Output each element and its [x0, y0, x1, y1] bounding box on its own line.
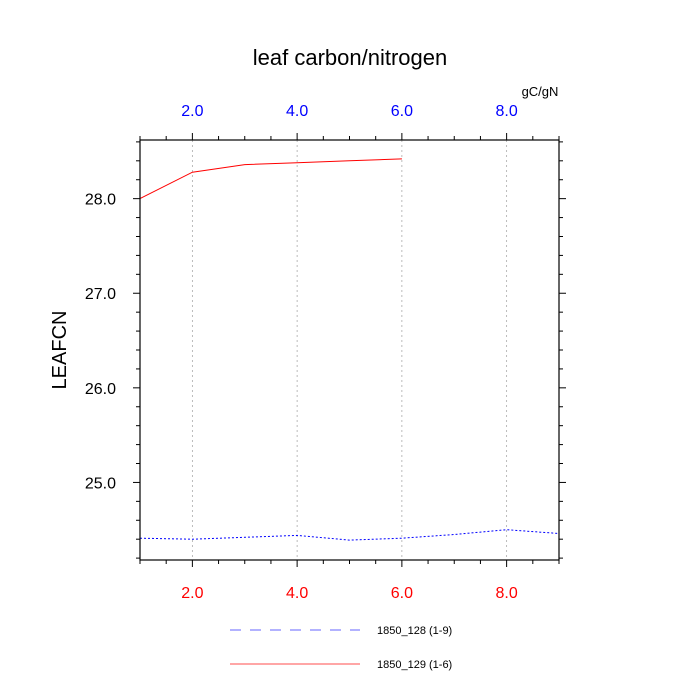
axes: 2.0 2.0 4.0 4.0 6.0 6.0 8.0 8.0 25.0 26.0 27.0 28.0	[85, 103, 566, 602]
series-line-1	[139, 529, 560, 541]
legend-label: 1850_128 (1-9)	[377, 625, 452, 637]
x-tick-label-bottom: 6.0	[391, 585, 413, 602]
x-tick-label-top: 4.0	[286, 103, 308, 120]
y-axis-label: LEAFCN	[49, 311, 71, 390]
x-tick-label-top: 2.0	[181, 103, 203, 120]
y-tick-label: 28.0	[85, 192, 116, 209]
y-tick-label: 27.0	[85, 286, 116, 303]
plot-frame	[139, 139, 560, 561]
grid-lines	[191, 140, 508, 560]
legend: 1850_128 (1-9) 1850_129 (1-6)	[230, 625, 452, 671]
y-tick-label: 25.0	[85, 475, 116, 492]
series-line-2	[139, 158, 402, 200]
x-tick-label-bottom: 4.0	[286, 585, 308, 602]
x-tick-label-top: 6.0	[391, 103, 413, 120]
legend-label: 1850_129 (1-6)	[377, 659, 452, 671]
x-tick-label-bottom: 2.0	[181, 585, 203, 602]
chart-title: leaf carbon/nitrogen	[253, 45, 447, 70]
top-axis-unit: gC/gN	[522, 84, 559, 99]
y-tick-label: 26.0	[85, 381, 116, 398]
x-tick-label-bottom: 8.0	[496, 585, 518, 602]
series-layer	[139, 158, 560, 541]
x-tick-label-top: 8.0	[496, 103, 518, 120]
